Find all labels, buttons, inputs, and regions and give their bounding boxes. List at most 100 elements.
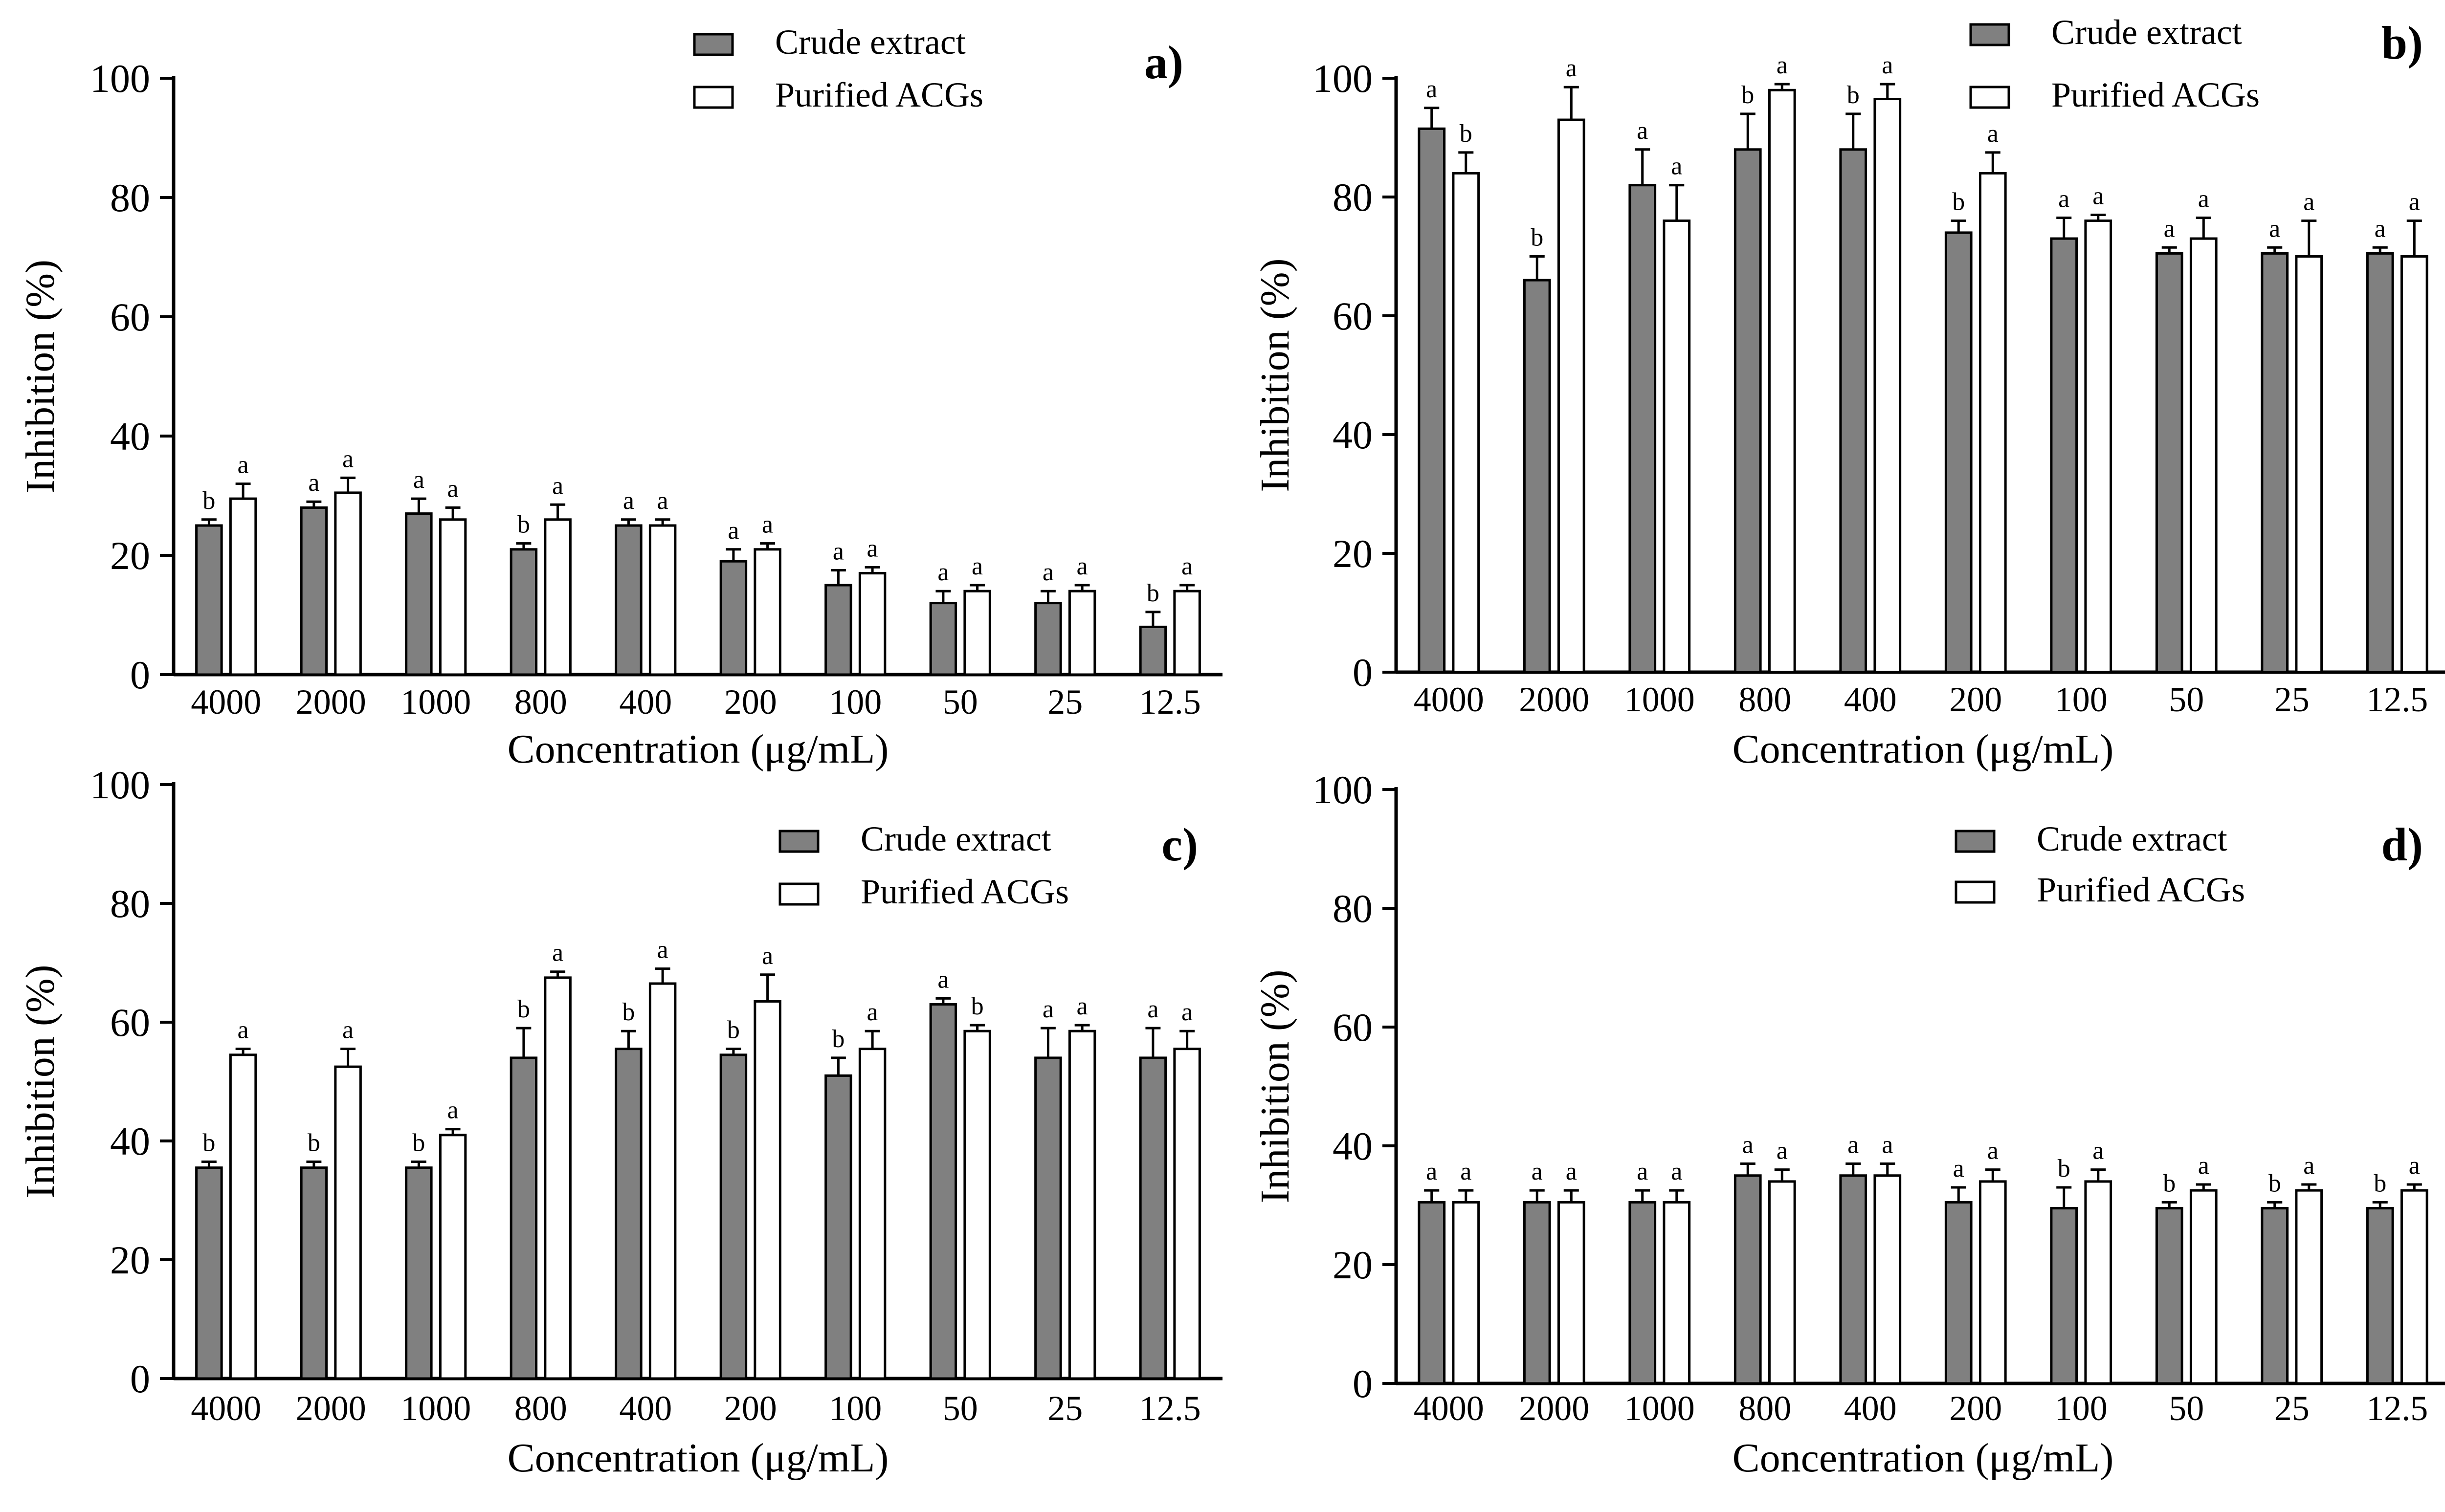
- crude-extract-bar: [195, 1166, 223, 1380]
- purified-acgs-bar: [1873, 98, 1902, 674]
- x-tick-label: 12.5: [2366, 680, 2428, 719]
- purified-acgs-bar: [439, 518, 467, 676]
- x-tick-label: 200: [724, 682, 777, 722]
- crude-extract-bar: [1839, 1174, 1867, 1385]
- purified-acgs-bar: [334, 1065, 362, 1380]
- purified-acgs-bar: [1873, 1174, 1902, 1385]
- crude-extract-bar: [1034, 602, 1062, 676]
- error-bar: [865, 566, 880, 573]
- significance-letter: a: [308, 469, 319, 497]
- crude-extract-bar: [2261, 252, 2289, 674]
- significance-letter: a: [937, 965, 949, 993]
- significance-letter: a: [2269, 215, 2280, 242]
- purified-acgs-bar: [754, 548, 781, 676]
- error-bar: [550, 970, 566, 978]
- purified-acgs-bar: [229, 497, 257, 676]
- significance-letter: a: [1147, 995, 1158, 1023]
- significance-letter: a: [867, 998, 878, 1026]
- purified-acgs-bar: [2400, 1189, 2428, 1385]
- purified-acgs-bar: [1452, 1201, 1480, 1385]
- x-tick-label: 200: [724, 1389, 777, 1428]
- crude-extract-bar: [1628, 1201, 1657, 1385]
- significance-letter: a: [342, 445, 354, 473]
- y-tick-label: 80: [110, 881, 150, 926]
- error-bar: [1985, 151, 2000, 174]
- panel-label: d): [2381, 818, 2423, 871]
- legend-label: Crude extract: [775, 22, 966, 62]
- x-tick-label: 50: [2169, 680, 2204, 719]
- crude-extract-bar: [1944, 1201, 1973, 1385]
- significance-letter: a: [657, 936, 668, 964]
- significance-letter: a: [1777, 51, 1788, 79]
- x-tick-label: 2000: [1519, 1389, 1589, 1428]
- crude-extract-bar: [719, 560, 748, 676]
- legend-label: Crude extract: [2051, 13, 2242, 52]
- x-tick-label: 1000: [1624, 1389, 1695, 1428]
- y-tick-label: 0: [1353, 1361, 1373, 1406]
- error-bar: [1074, 584, 1090, 592]
- significance-letter: b: [2374, 1169, 2386, 1197]
- error-bar: [760, 973, 776, 1002]
- crude-extract-bar: [1139, 625, 1167, 676]
- y-tick-label: 100: [1312, 767, 1373, 812]
- error-bar: [2056, 1186, 2072, 1208]
- error-bar: [550, 503, 566, 520]
- y-tick-label: 40: [1333, 413, 1373, 457]
- significance-letter: a: [1637, 117, 1648, 145]
- y-tick-label: 20: [110, 533, 150, 578]
- x-tick-label: 800: [1738, 1389, 1791, 1428]
- legend-swatch-purified: [693, 86, 734, 109]
- legend-swatch-crude: [693, 33, 734, 56]
- significance-letter: a: [762, 942, 773, 970]
- error-bar: [1880, 1162, 1895, 1176]
- crude-extract-bar: [300, 506, 328, 676]
- error-bar: [201, 1161, 217, 1168]
- error-bar: [2301, 219, 2317, 257]
- crude-extract-bar: [824, 584, 852, 676]
- error-bar: [1040, 1027, 1056, 1058]
- chart-panel-4: 0 20 40 60 80 100 Inhibition (%) Concentration …: [1252, 767, 2445, 1481]
- x-tick-label: 50: [943, 682, 978, 722]
- legend-swatch-crude: [778, 830, 820, 853]
- x-tick-label: 200: [1949, 680, 2002, 719]
- legend-swatch-purified: [1955, 880, 1996, 904]
- x-tick-label: 1000: [400, 1389, 471, 1428]
- y-tick-label: 40: [110, 1119, 150, 1163]
- error-bar: [2161, 1201, 2177, 1208]
- legend-label: Purified ACGs: [775, 75, 983, 114]
- error-bar: [1563, 86, 1579, 120]
- x-tick-label: 4000: [1414, 1389, 1484, 1428]
- error-bar: [2267, 1201, 2283, 1208]
- significance-letter: a: [342, 1016, 354, 1044]
- purified-acgs-bar: [754, 1000, 781, 1380]
- x-tick-label: 1000: [400, 682, 471, 722]
- error-bar: [1740, 112, 1756, 150]
- crude-extract-bar: [1944, 231, 1973, 674]
- x-tick-label: 400: [619, 1389, 672, 1428]
- error-bar: [2196, 217, 2211, 239]
- x-axis-title: Concentration (μg/mL): [508, 726, 889, 772]
- y-tick-label: 0: [130, 653, 150, 697]
- y-tick-label: 100: [1312, 56, 1373, 101]
- significance-letter: a: [2092, 182, 2104, 210]
- error-bar: [2372, 246, 2388, 254]
- legend-label: Purified ACGs: [2051, 75, 2260, 114]
- x-tick-label: 2000: [1519, 680, 1589, 719]
- crude-extract-bar: [615, 524, 643, 676]
- significance-letter: b: [202, 487, 215, 515]
- significance-letter: a: [2303, 188, 2314, 216]
- x-tick-label: 12.5: [1139, 682, 1201, 722]
- error-bar: [340, 476, 356, 493]
- error-bar: [760, 542, 776, 549]
- purified-acgs-bar: [1663, 219, 1691, 674]
- significance-letter: a: [623, 487, 634, 515]
- y-tick-label: 80: [1333, 175, 1373, 219]
- x-tick-label: 400: [619, 682, 672, 722]
- x-axis-title: Concentration (μg/mL): [508, 1435, 889, 1481]
- error-bar: [865, 1030, 880, 1049]
- significance-letter: a: [2092, 1137, 2104, 1165]
- legend-label: Purified ACGs: [861, 872, 1069, 911]
- crude-extract-bar: [1628, 184, 1657, 674]
- crude-extract-bar: [824, 1074, 852, 1380]
